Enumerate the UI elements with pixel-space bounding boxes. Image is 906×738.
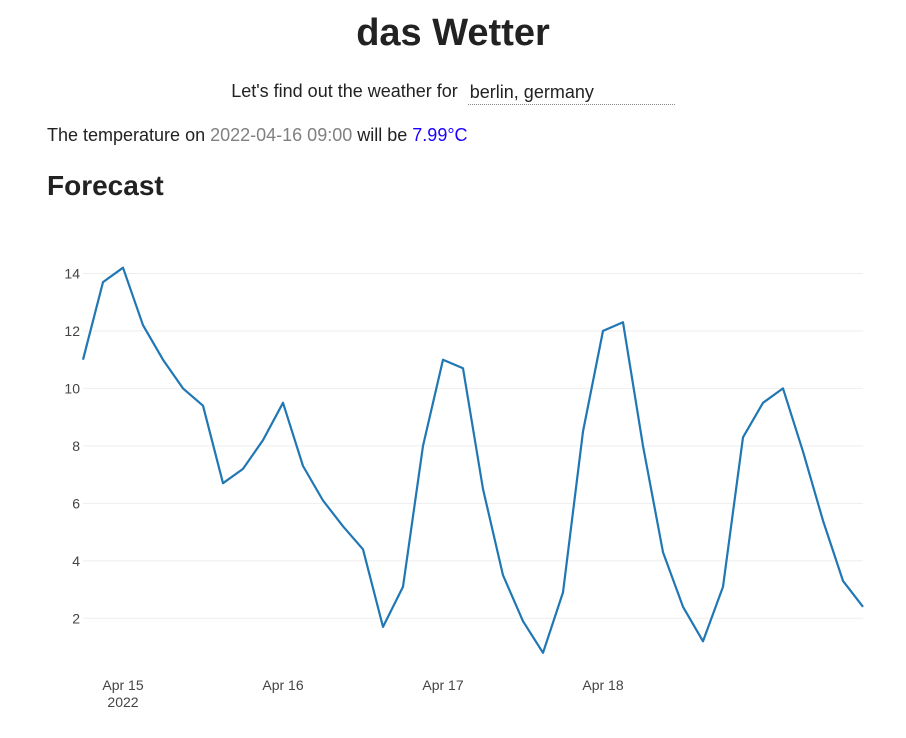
x-tick-label: Apr 17 — [422, 677, 463, 693]
y-tick-label: 2 — [72, 610, 80, 626]
temperature-datetime: 2022-04-16 09:00 — [210, 125, 353, 145]
temperature-line: The temperature on 2022-04-16 09:00 will… — [47, 125, 468, 146]
page-title: das Wetter — [356, 12, 550, 54]
x-tick-label: Apr 15 — [102, 677, 143, 693]
temperature-prefix: The temperature on — [47, 125, 206, 145]
search-prompt: Let's find out the weather for — [231, 81, 458, 101]
temperature-middle: will be — [357, 125, 408, 145]
x-tick-sublabel: 2022 — [107, 694, 138, 710]
y-tick-label: 10 — [64, 380, 80, 396]
temperature-value: 7.99°C — [412, 125, 468, 145]
y-tick-label: 12 — [64, 323, 80, 339]
x-tick-label: Apr 16 — [262, 677, 303, 693]
temperature-series-line — [81, 266, 864, 654]
y-tick-label: 8 — [72, 438, 80, 454]
y-tick-label: 14 — [64, 265, 80, 281]
search-row: Let's find out the weather for — [0, 80, 906, 105]
forecast-heading: Forecast — [47, 170, 164, 201]
y-tick-label: 6 — [72, 495, 80, 511]
location-input[interactable] — [467, 80, 675, 105]
y-tick-label: 4 — [72, 553, 80, 569]
x-tick-label: Apr 18 — [582, 677, 623, 693]
